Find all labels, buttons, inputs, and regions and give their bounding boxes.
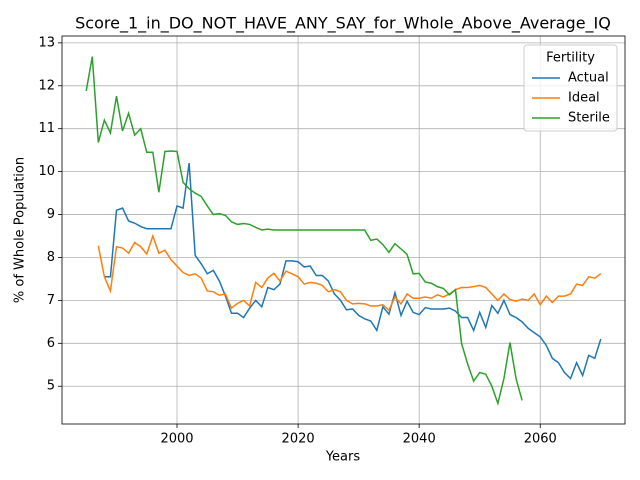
y-tick-label: 10 <box>38 164 55 179</box>
y-tick-label: 9 <box>47 207 55 222</box>
series-line <box>97 233 602 312</box>
y-tick-label: 5 <box>47 379 55 394</box>
y-tick-label: 11 <box>38 121 55 136</box>
legend-title: Fertility <box>546 51 595 66</box>
legend-label: Sterile <box>568 111 610 126</box>
y-tick-label: 6 <box>47 336 55 351</box>
y-tick-label: 7 <box>47 293 55 308</box>
legend-box <box>523 44 618 132</box>
legend-label: Actual <box>568 71 609 86</box>
x-tick-label: 2060 <box>524 432 557 447</box>
y-axis-label: % of Whole Population <box>13 157 28 303</box>
y-tick-label: 13 <box>38 35 55 50</box>
series-line <box>85 56 523 407</box>
x-axis-label: Years <box>325 450 361 465</box>
chart-title: Score_1_in_DO_NOT_HAVE_ANY_SAY_for_Whole… <box>75 14 611 34</box>
plot-frame <box>61 35 626 425</box>
y-tick-label: 8 <box>47 250 55 265</box>
x-tick-label: 2040 <box>403 432 436 447</box>
x-tick-label: 2000 <box>160 432 193 447</box>
y-tick-label: 12 <box>38 78 55 93</box>
legend-label: Ideal <box>568 91 600 106</box>
legend: Fertility Actual Ideal Sterile <box>523 44 618 132</box>
series-line <box>104 162 602 380</box>
x-tick-label: 2020 <box>282 432 315 447</box>
lines <box>85 56 602 407</box>
